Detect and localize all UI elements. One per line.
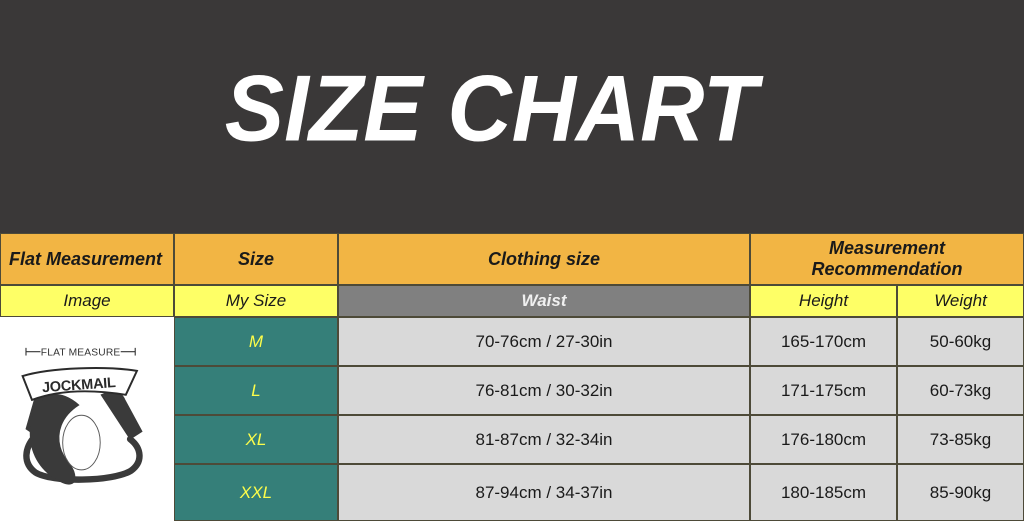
svg-text:FLAT MEASURE: FLAT MEASURE bbox=[41, 348, 121, 359]
